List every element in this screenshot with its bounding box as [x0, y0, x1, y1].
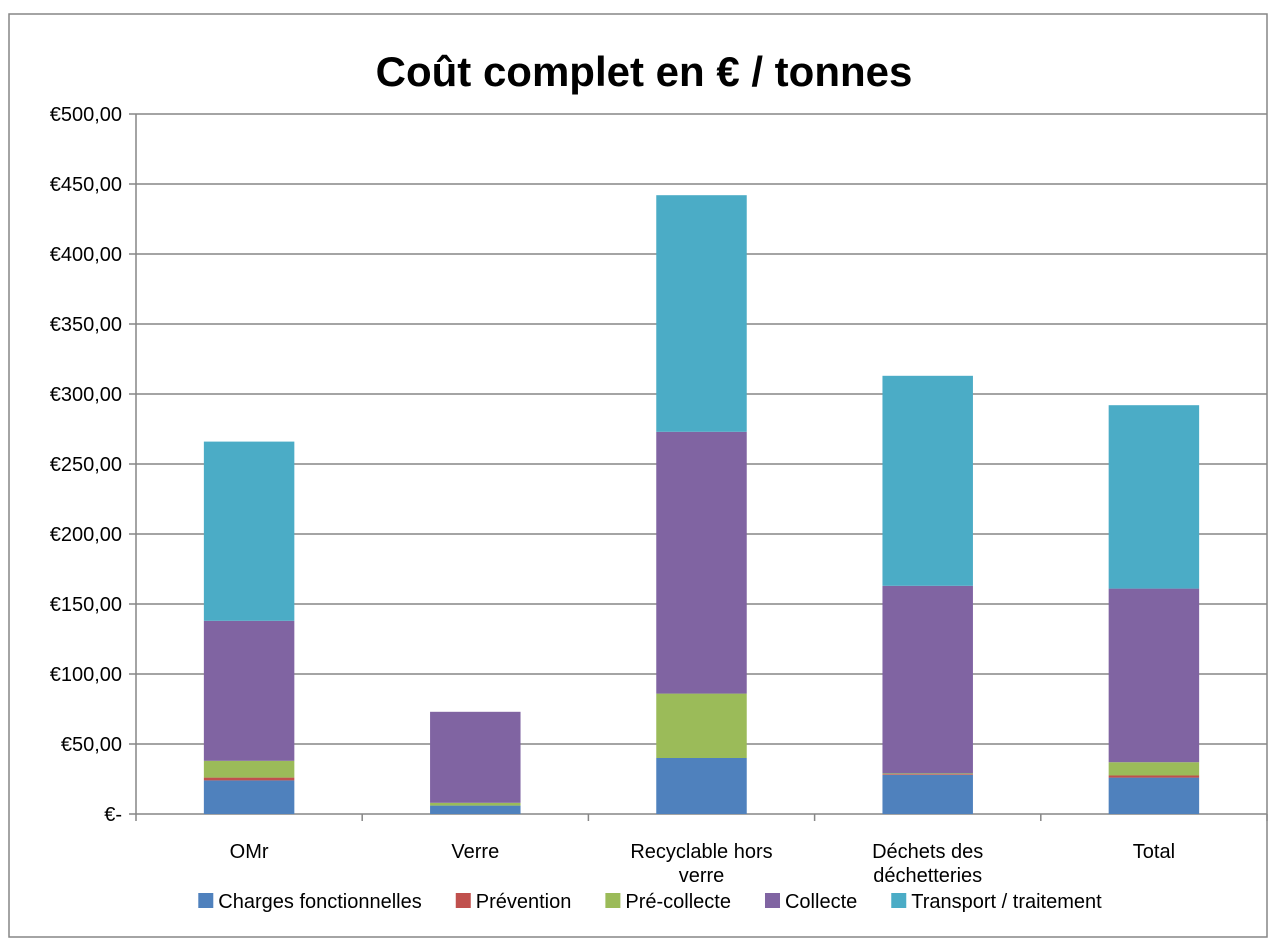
bar-segment: [203, 620, 295, 761]
bar-segment: [203, 780, 295, 814]
legend: Charges fonctionnelles Prévention Pré-coll…: [198, 891, 1102, 913]
bar-segment: [430, 711, 521, 803]
y-tick-label: €250,00: [50, 454, 122, 476]
legend-label: Pré-collecte: [625, 891, 731, 913]
legend-item: Charges fonctionnelles: [198, 891, 422, 913]
legend-item: Pré-collecte: [605, 891, 731, 913]
bar-segment: [882, 774, 973, 814]
bar-segment: [1108, 762, 1200, 776]
x-tick-label: déchetteries: [873, 865, 982, 887]
bar-segment: [430, 805, 521, 814]
y-tick-label: €150,00: [50, 594, 122, 616]
bar-segment: [656, 693, 747, 758]
legend-label: Charges fonctionnelles: [218, 891, 421, 913]
legend-item: Collecte: [764, 891, 857, 913]
y-tick-label: €50,00: [61, 734, 122, 756]
y-tick-label: €300,00: [50, 384, 122, 406]
x-tick-label: Déchets des: [872, 841, 983, 863]
bar-segment: [656, 431, 747, 694]
y-tick-label: €200,00: [50, 524, 122, 546]
bar-segment: [430, 802, 521, 806]
legend-label: Collecte: [785, 891, 857, 913]
y-tick-label: €-: [104, 804, 122, 826]
bar-segment: [882, 773, 973, 775]
x-tick-label: Total: [1133, 841, 1175, 863]
x-tick-label: Recyclable hors: [630, 841, 772, 863]
x-tick-label: Verre: [451, 841, 499, 863]
bar-segment: [203, 441, 295, 621]
y-tick-label: €450,00: [50, 174, 122, 196]
bar-segment: [203, 760, 295, 778]
bar-segment: [882, 585, 973, 774]
y-tick-label: €350,00: [50, 314, 122, 336]
chart-title: Coût complet en € / tonnes: [376, 48, 913, 95]
legend-item: Prévention: [455, 891, 572, 913]
legend-swatch: [764, 893, 780, 908]
y-tick-label: €500,00: [50, 104, 122, 126]
legend-label: Transport / traitement: [911, 891, 1102, 913]
legend-swatch: [198, 893, 214, 908]
bars: [203, 195, 1200, 814]
legend-label: Prévention: [476, 891, 572, 913]
chart-border: [8, 13, 1268, 938]
bar-segment: [1108, 405, 1200, 589]
legend-swatch: [455, 893, 471, 908]
legend-swatch: [605, 893, 621, 908]
x-tick-label: OMr: [230, 841, 269, 863]
y-tick-label: €400,00: [50, 244, 122, 266]
bar-segment: [203, 777, 295, 781]
bar-segment: [882, 774, 973, 775]
legend-item: Transport / traitement: [891, 891, 1102, 913]
bar-segment: [1108, 777, 1200, 814]
x-tick-label: verre: [679, 865, 725, 887]
legend-swatch: [891, 893, 907, 908]
bar-segment: [882, 375, 973, 586]
y-tick-label: €100,00: [50, 664, 122, 686]
bar-segment: [1108, 588, 1200, 763]
bar-segment: [656, 758, 747, 814]
bar-segment: [1108, 775, 1200, 778]
bar-segment: [656, 195, 747, 432]
